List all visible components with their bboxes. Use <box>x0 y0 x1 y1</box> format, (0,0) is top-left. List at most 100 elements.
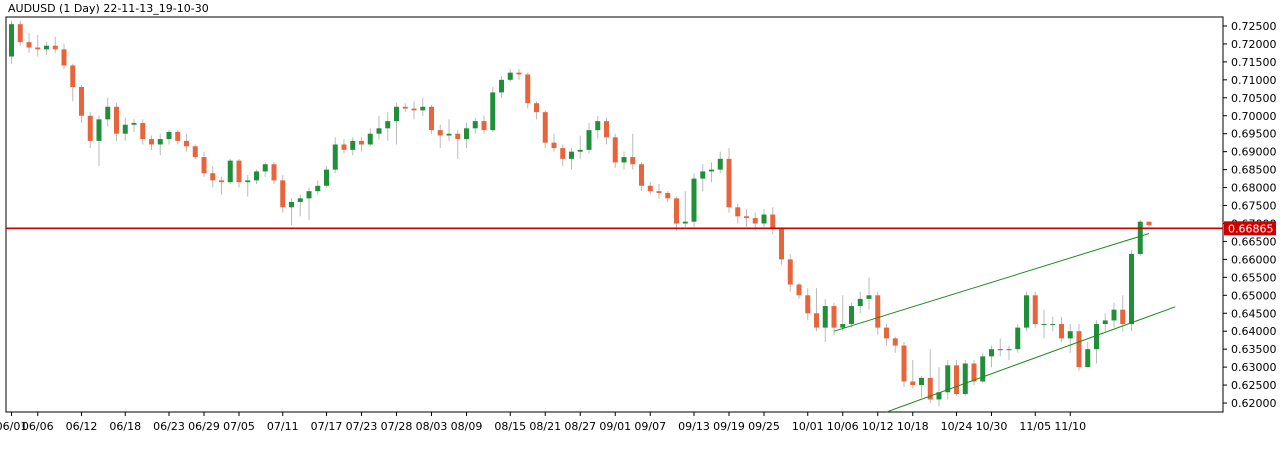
candle-body <box>647 185 653 192</box>
candle-body <box>604 121 609 138</box>
x-tick-label: 06/18 <box>109 420 141 433</box>
candle-body <box>79 87 84 116</box>
candle-body <box>674 198 679 224</box>
candle-body <box>499 79 504 93</box>
candle-body <box>1006 349 1012 351</box>
x-tick-label: 10/01 <box>792 420 824 433</box>
x-tick-label: 10/06 <box>827 420 859 433</box>
candle <box>822 298 828 342</box>
candle-body <box>744 216 749 219</box>
candle-body <box>700 171 706 179</box>
candle <box>429 104 434 134</box>
candle <box>44 42 49 55</box>
candle-body <box>709 169 714 172</box>
candle-body <box>245 180 251 183</box>
y-tick-label: 0.70000 <box>1231 110 1277 123</box>
candle <box>455 130 461 159</box>
candle <box>52 36 58 53</box>
candle-body <box>297 198 303 202</box>
candle-body <box>892 338 898 346</box>
candle <box>534 101 539 120</box>
candle <box>1111 302 1117 328</box>
x-tick-label: 07/17 <box>311 420 343 433</box>
candles <box>9 20 1152 407</box>
candle-body <box>717 158 723 170</box>
candle-body <box>481 121 487 131</box>
y-tick-label: 0.70500 <box>1231 92 1277 105</box>
candle <box>1024 291 1029 332</box>
candle-body <box>166 131 172 140</box>
candle <box>805 288 811 321</box>
candle <box>884 324 889 346</box>
level-price-label: 0.66865 <box>1228 222 1274 235</box>
candle <box>114 103 119 141</box>
y-tick-label: 0.64500 <box>1231 307 1277 320</box>
y-tick-label: 0.65000 <box>1231 289 1277 302</box>
candle-body <box>227 160 233 183</box>
candle <box>131 119 137 132</box>
candle-body <box>236 160 242 183</box>
candle <box>149 135 154 150</box>
candle-body <box>831 306 837 328</box>
x-tick-label: 09/13 <box>678 420 710 433</box>
candle-body <box>490 92 496 131</box>
x-tick-label: 08/09 <box>451 420 483 433</box>
candle <box>831 302 837 335</box>
candle <box>411 101 417 120</box>
candle <box>157 133 163 156</box>
x-tick-label: 06/06 <box>22 420 54 433</box>
candle <box>901 341 907 387</box>
x-tick-label: 07/11 <box>267 420 299 433</box>
y-tick-label: 0.63000 <box>1231 361 1277 374</box>
candle <box>446 119 452 141</box>
candle-body <box>1111 309 1117 321</box>
candle <box>420 97 426 116</box>
candle <box>954 359 959 396</box>
candle-body <box>507 72 513 80</box>
candle <box>665 191 671 202</box>
candle-body <box>989 349 994 357</box>
candle-body <box>324 169 329 186</box>
candle-body <box>761 214 767 224</box>
candle-body <box>1120 309 1126 325</box>
candle <box>192 144 198 159</box>
x-tick-label: 07/23 <box>346 420 378 433</box>
candle <box>542 110 548 149</box>
x-tick-label: 09/25 <box>748 420 780 433</box>
candle-body <box>96 119 102 141</box>
candle <box>437 124 443 149</box>
candle <box>1041 309 1047 339</box>
candle-body <box>306 191 312 199</box>
candle-body <box>192 146 198 158</box>
y-tick-label: 0.72000 <box>1231 38 1277 51</box>
candle <box>507 69 513 82</box>
candle-body <box>639 164 644 186</box>
candle-body <box>787 259 793 285</box>
x-tick-label: 08/21 <box>529 420 561 433</box>
y-tick-label: 0.62500 <box>1231 379 1277 392</box>
candle-body <box>805 295 811 314</box>
candle-body <box>149 139 154 145</box>
candle-body <box>52 45 58 50</box>
candle <box>700 164 706 192</box>
candle-body <box>997 349 1003 351</box>
candle <box>525 72 531 109</box>
candle-body <box>1041 324 1047 326</box>
candle <box>936 367 942 407</box>
candle <box>87 112 93 149</box>
candle-body <box>569 151 574 159</box>
x-tick-label: 10/18 <box>897 420 929 433</box>
level-price-tag <box>1224 221 1276 236</box>
candle-body <box>551 142 557 149</box>
candle <box>1085 341 1091 368</box>
candle-body <box>840 324 846 328</box>
candle <box>577 135 583 159</box>
candle <box>735 203 741 224</box>
candle-body <box>1094 324 1099 350</box>
candle-body <box>157 139 163 145</box>
candle <box>971 359 977 386</box>
candle <box>1120 295 1126 332</box>
candle <box>919 376 924 398</box>
x-tick-label: 08/03 <box>416 420 448 433</box>
candle-body <box>254 171 259 181</box>
